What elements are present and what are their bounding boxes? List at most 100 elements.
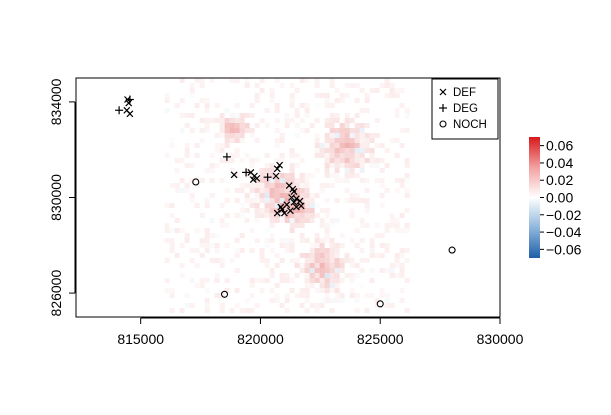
raster-cell	[314, 238, 320, 243]
raster-cell	[294, 108, 300, 113]
raster-cell	[294, 113, 300, 118]
point-deg	[242, 168, 251, 177]
y-tick-label: 830000	[48, 174, 64, 221]
raster-cell	[274, 128, 280, 133]
raster-cell	[334, 118, 340, 123]
raster-cell	[324, 163, 330, 168]
raster-cell	[324, 278, 330, 283]
raster-cell	[269, 223, 275, 228]
raster-cell	[214, 293, 220, 298]
raster-cell	[214, 258, 220, 263]
raster-cell	[359, 198, 365, 203]
raster-cell	[364, 138, 370, 143]
raster-cell	[349, 258, 355, 263]
raster-cell	[184, 238, 190, 243]
raster-cell	[364, 208, 370, 213]
raster-cell	[299, 208, 305, 213]
raster-cell	[179, 98, 185, 103]
raster-cell	[214, 243, 220, 248]
raster-cell	[369, 133, 375, 138]
raster-cell	[304, 178, 310, 183]
raster-cell	[329, 253, 335, 258]
raster-cell	[169, 143, 175, 148]
raster-cell	[329, 148, 335, 153]
raster-cell	[169, 203, 175, 208]
raster-cell	[394, 113, 400, 118]
raster-cell	[310, 243, 315, 248]
raster-cell	[264, 108, 270, 113]
raster-cell	[339, 278, 345, 283]
raster-cell	[364, 148, 370, 153]
raster-cell	[314, 93, 320, 98]
point-noch	[448, 246, 456, 254]
raster-cell	[304, 263, 310, 268]
raster-cell	[169, 293, 175, 298]
raster-cell	[179, 178, 185, 183]
raster-cell	[204, 288, 210, 293]
raster-cell	[319, 93, 325, 98]
raster-cell	[344, 153, 350, 158]
raster-cell	[349, 278, 355, 283]
raster-cell	[329, 138, 335, 143]
colorbar-tick-label: 0.06	[546, 138, 573, 154]
raster-cell	[304, 273, 310, 278]
raster-cell	[244, 193, 250, 198]
raster-cell	[170, 228, 175, 233]
raster-cell	[214, 278, 220, 283]
raster-cell	[354, 293, 360, 298]
raster-cell	[379, 143, 385, 148]
raster-cell	[349, 128, 355, 133]
raster-cell	[344, 123, 350, 128]
raster-cell	[354, 158, 360, 163]
raster-cell	[249, 188, 255, 193]
raster-cell	[274, 298, 280, 303]
raster-cell	[309, 218, 315, 223]
raster-cell	[395, 218, 400, 223]
raster-cell	[264, 213, 270, 218]
raster-cell	[274, 203, 280, 208]
raster-cell	[309, 258, 315, 263]
raster-cell	[289, 228, 295, 233]
raster-cell	[219, 178, 225, 183]
x-tick-label: 825000	[357, 331, 404, 347]
raster-cell	[209, 178, 215, 183]
raster-cell	[369, 278, 375, 283]
raster-cell	[344, 128, 350, 133]
raster-cell	[239, 133, 245, 138]
raster-cell	[289, 168, 295, 173]
raster-cell	[219, 123, 225, 128]
raster-cell	[299, 198, 305, 203]
raster-cell	[304, 238, 310, 243]
raster-cell	[399, 298, 405, 303]
raster-cell	[164, 203, 170, 208]
raster-cell	[274, 108, 280, 113]
raster-cell	[304, 203, 310, 208]
raster-cell	[404, 208, 410, 213]
raster-cell	[209, 78, 215, 83]
raster-cell	[364, 133, 370, 138]
raster-cell	[264, 263, 270, 268]
raster-cell	[324, 283, 330, 288]
raster-cell	[309, 208, 315, 213]
raster-cell	[214, 163, 220, 168]
raster-cell	[204, 118, 210, 123]
raster-cell	[339, 158, 345, 163]
raster-cell	[369, 238, 375, 243]
raster-cell	[384, 93, 390, 98]
raster-cell	[234, 153, 240, 158]
raster-cell	[394, 273, 400, 278]
raster-cell	[185, 293, 190, 298]
raster-cell	[239, 118, 245, 123]
raster-cell	[294, 198, 300, 203]
raster-cell	[174, 188, 180, 193]
raster-cell	[319, 288, 325, 293]
raster-cell	[234, 128, 240, 133]
raster-cell	[329, 118, 335, 123]
raster-cell	[249, 293, 255, 298]
raster-cell	[324, 183, 330, 188]
raster-cell	[294, 133, 300, 138]
raster-cell	[189, 303, 195, 308]
raster-cell	[399, 183, 405, 188]
raster-cell	[264, 153, 270, 158]
raster-cell	[254, 183, 260, 188]
